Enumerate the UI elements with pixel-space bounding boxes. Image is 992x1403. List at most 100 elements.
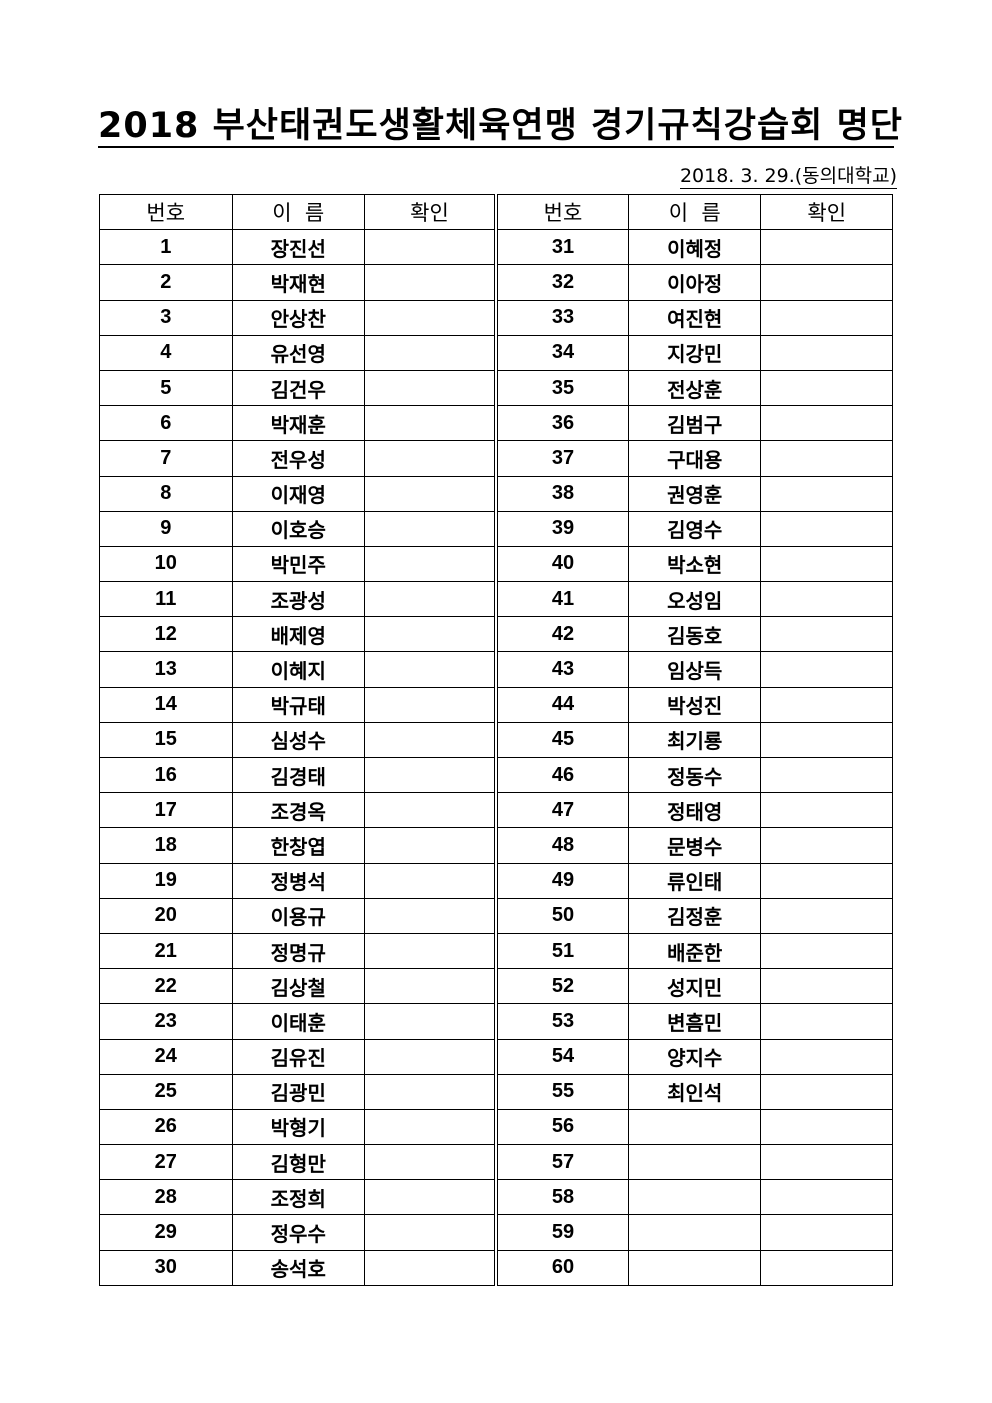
participant-name: 박형기 xyxy=(231,1108,365,1146)
check-cell[interactable] xyxy=(760,510,893,547)
table-row: 3 안상찬 33 여진현 xyxy=(99,299,893,336)
participant-name: 권영훈 xyxy=(627,475,762,512)
check-cell[interactable] xyxy=(363,510,497,547)
row-number: 38 xyxy=(493,475,629,512)
check-cell[interactable] xyxy=(363,1038,497,1075)
row-number: 36 xyxy=(493,405,629,442)
check-cell[interactable] xyxy=(760,756,893,794)
check-cell[interactable] xyxy=(363,545,497,583)
table-row: 27 김형만 57 xyxy=(99,1144,893,1181)
participant-name: 변흠민 xyxy=(627,1003,762,1040)
check-cell[interactable] xyxy=(363,897,497,934)
check-cell[interactable] xyxy=(760,475,893,512)
check-cell[interactable] xyxy=(363,721,497,759)
participant-name: 김건우 xyxy=(231,369,365,407)
check-cell[interactable] xyxy=(760,334,893,371)
row-number: 47 xyxy=(493,792,629,829)
check-cell[interactable] xyxy=(363,405,497,442)
check-cell[interactable] xyxy=(760,369,893,407)
check-cell[interactable] xyxy=(363,581,497,618)
check-cell[interactable] xyxy=(760,581,893,618)
participant-name: 송석호 xyxy=(231,1249,365,1286)
check-cell[interactable] xyxy=(363,299,497,336)
row-number: 15 xyxy=(99,721,233,759)
participant-name: 이혜정 xyxy=(627,229,762,266)
row-number: 58 xyxy=(493,1179,629,1216)
check-cell[interactable] xyxy=(760,1038,893,1075)
check-cell[interactable] xyxy=(760,827,893,864)
check-cell[interactable] xyxy=(760,968,893,1005)
check-cell[interactable] xyxy=(363,334,497,371)
check-cell[interactable] xyxy=(760,686,893,723)
row-number: 54 xyxy=(493,1038,629,1075)
check-cell[interactable] xyxy=(760,1003,893,1040)
participant-name: 박재현 xyxy=(231,264,365,301)
row-number: 57 xyxy=(493,1144,629,1181)
check-cell[interactable] xyxy=(760,721,893,759)
check-cell[interactable] xyxy=(760,932,893,970)
check-cell[interactable] xyxy=(363,932,497,970)
check-cell[interactable] xyxy=(363,1249,497,1286)
row-number: 27 xyxy=(99,1144,233,1181)
table-row: 23 이태훈 53 변흠민 xyxy=(99,1003,893,1040)
row-number: 25 xyxy=(99,1073,233,1110)
row-number: 8 xyxy=(99,475,233,512)
check-cell[interactable] xyxy=(760,1108,893,1146)
table-row: 2 박재현 32 이아정 xyxy=(99,264,893,301)
table-row: 13 이혜지 43 임상득 xyxy=(99,651,893,688)
participant-name: 조광성 xyxy=(231,581,365,618)
check-cell[interactable] xyxy=(760,1144,893,1181)
check-cell[interactable] xyxy=(363,756,497,794)
check-cell[interactable] xyxy=(363,1073,497,1110)
check-cell[interactable] xyxy=(760,229,893,266)
table-row: 7 전우성 37 구대용 xyxy=(99,440,893,477)
participant-name: 이태훈 xyxy=(231,1003,365,1040)
row-number: 22 xyxy=(99,968,233,1005)
check-cell[interactable] xyxy=(363,792,497,829)
participant-name: 김범구 xyxy=(627,405,762,442)
row-number: 24 xyxy=(99,1038,233,1075)
check-cell[interactable] xyxy=(760,299,893,336)
row-number: 59 xyxy=(493,1214,629,1251)
check-cell[interactable] xyxy=(363,1179,497,1216)
check-cell[interactable] xyxy=(363,440,497,477)
check-cell[interactable] xyxy=(363,968,497,1005)
check-cell[interactable] xyxy=(760,862,893,899)
check-cell[interactable] xyxy=(760,1214,893,1251)
check-cell[interactable] xyxy=(363,1003,497,1040)
check-cell[interactable] xyxy=(363,1144,497,1181)
check-cell[interactable] xyxy=(363,862,497,899)
check-cell[interactable] xyxy=(363,1108,497,1146)
row-number: 52 xyxy=(493,968,629,1005)
participant-name: 조경옥 xyxy=(231,792,365,829)
check-cell[interactable] xyxy=(363,229,497,266)
check-cell[interactable] xyxy=(760,1073,893,1110)
row-number: 60 xyxy=(493,1249,629,1286)
check-cell[interactable] xyxy=(760,616,893,653)
participant-name: 구대용 xyxy=(627,440,762,477)
participant-name: 김광민 xyxy=(231,1073,365,1110)
check-cell[interactable] xyxy=(760,545,893,583)
participant-name: 심성수 xyxy=(231,721,365,759)
check-cell[interactable] xyxy=(760,1179,893,1216)
check-cell[interactable] xyxy=(760,897,893,934)
check-cell[interactable] xyxy=(363,264,497,301)
check-cell[interactable] xyxy=(363,651,497,688)
table-row: 10 박민주 40 박소현 xyxy=(99,545,893,583)
check-cell[interactable] xyxy=(760,264,893,301)
check-cell[interactable] xyxy=(760,440,893,477)
check-cell[interactable] xyxy=(760,405,893,442)
check-cell[interactable] xyxy=(363,369,497,407)
check-cell[interactable] xyxy=(363,1214,497,1251)
check-cell[interactable] xyxy=(760,792,893,829)
row-number: 43 xyxy=(493,651,629,688)
check-cell[interactable] xyxy=(363,616,497,653)
check-cell[interactable] xyxy=(363,827,497,864)
row-number: 21 xyxy=(99,932,233,970)
check-cell[interactable] xyxy=(760,1249,893,1286)
participant-name: 김상철 xyxy=(231,968,365,1005)
check-cell[interactable] xyxy=(363,686,497,723)
check-cell[interactable] xyxy=(760,651,893,688)
check-cell[interactable] xyxy=(363,475,497,512)
table-row: 16 김경태 46 정동수 xyxy=(99,756,893,794)
